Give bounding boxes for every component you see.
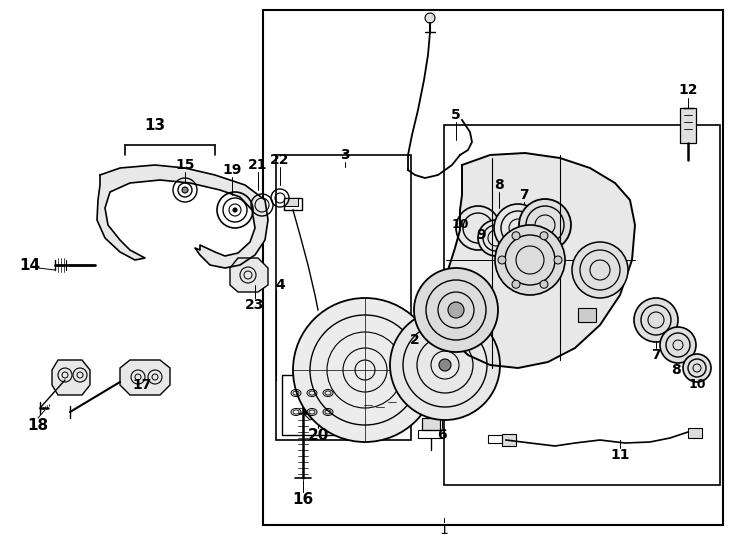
Text: 7: 7: [519, 188, 528, 202]
Bar: [418, 430, 444, 438]
Circle shape: [233, 208, 237, 212]
Circle shape: [512, 280, 520, 288]
Bar: [263, 10, 723, 525]
Text: 8: 8: [671, 363, 681, 377]
Circle shape: [660, 327, 696, 363]
Text: 13: 13: [145, 118, 166, 132]
Polygon shape: [120, 360, 170, 395]
Bar: [502, 434, 516, 446]
Text: 10: 10: [451, 219, 469, 232]
Bar: [688, 428, 702, 438]
Circle shape: [439, 359, 451, 371]
Text: 9: 9: [476, 228, 486, 242]
Text: 21: 21: [248, 158, 268, 172]
Bar: [444, 125, 720, 485]
Polygon shape: [97, 165, 268, 268]
Circle shape: [182, 187, 188, 193]
Text: 19: 19: [222, 163, 241, 177]
Bar: [422, 418, 440, 430]
Circle shape: [478, 220, 514, 256]
Bar: [680, 108, 696, 143]
Text: 5: 5: [451, 108, 461, 122]
Bar: [488, 435, 502, 443]
Text: 17: 17: [132, 378, 152, 392]
Circle shape: [498, 256, 506, 264]
Circle shape: [495, 225, 565, 295]
Bar: [364, 398, 372, 408]
Text: 12: 12: [678, 83, 698, 97]
Circle shape: [390, 310, 500, 420]
Polygon shape: [52, 360, 90, 395]
Text: 18: 18: [27, 417, 48, 433]
Circle shape: [456, 206, 500, 250]
Text: 6: 6: [437, 428, 447, 442]
Text: 23: 23: [245, 298, 265, 312]
Text: 22: 22: [270, 153, 290, 167]
Circle shape: [540, 232, 548, 240]
Circle shape: [512, 232, 520, 240]
Text: 14: 14: [19, 258, 40, 273]
Circle shape: [683, 354, 711, 382]
Circle shape: [572, 242, 628, 298]
Text: 10: 10: [688, 379, 706, 392]
Bar: [282, 375, 360, 435]
Text: 2: 2: [410, 333, 420, 347]
Bar: [276, 155, 411, 440]
Bar: [388, 395, 396, 405]
Text: 3: 3: [340, 148, 350, 162]
Text: 8: 8: [494, 178, 504, 192]
Circle shape: [448, 302, 464, 318]
Circle shape: [293, 298, 437, 442]
Text: 4: 4: [275, 278, 285, 292]
Text: 16: 16: [292, 492, 313, 508]
Bar: [376, 400, 384, 410]
Bar: [284, 198, 302, 210]
Bar: [578, 308, 596, 322]
Text: 11: 11: [610, 448, 630, 462]
Text: 1: 1: [440, 523, 448, 537]
Polygon shape: [305, 395, 320, 420]
Circle shape: [554, 256, 562, 264]
Circle shape: [540, 280, 548, 288]
Polygon shape: [230, 258, 268, 292]
Circle shape: [519, 199, 571, 251]
Text: 15: 15: [175, 158, 195, 172]
Circle shape: [494, 204, 542, 252]
Text: 7: 7: [651, 348, 661, 362]
Circle shape: [634, 298, 678, 342]
Circle shape: [425, 13, 435, 23]
Text: 20: 20: [308, 428, 329, 442]
Bar: [284, 198, 298, 206]
Polygon shape: [444, 153, 635, 368]
Circle shape: [414, 268, 498, 352]
